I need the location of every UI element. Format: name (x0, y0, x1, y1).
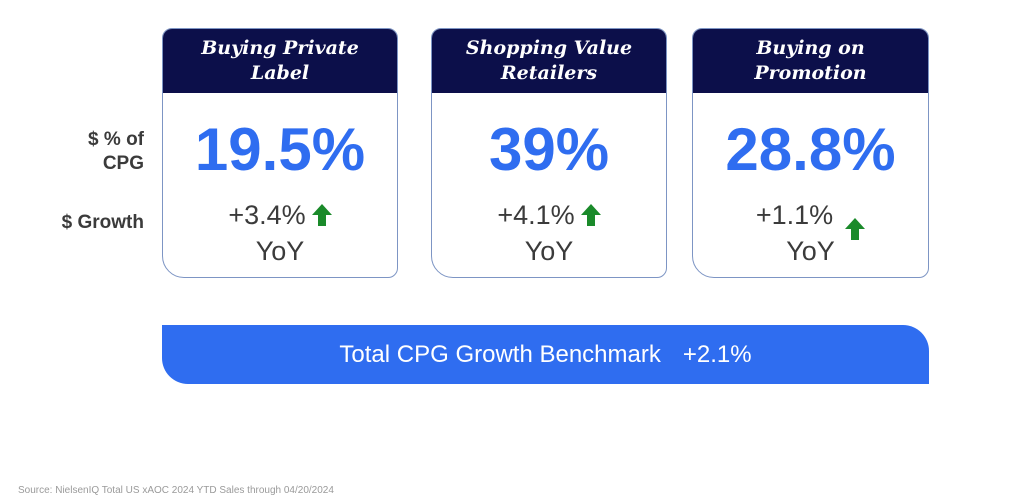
card-growth-value: +3.4% (228, 200, 306, 230)
card-growth-value: +4.1% (497, 200, 575, 230)
card-header: Shopping Value Retailers (432, 29, 666, 93)
card-private-label: Buying Private Label 19.5% +3.4% YoY (162, 28, 398, 278)
row-label-share: $ % of CPG (88, 128, 144, 176)
card-growth: +1.1% YoY (693, 198, 928, 268)
card-title-line2: Label (250, 62, 310, 84)
row-label-growth: $ Growth (61, 212, 144, 233)
card-share-value: 39% (488, 116, 610, 183)
card-growth-suffix: YoY (255, 235, 305, 266)
card-growth-value: +1.1% (755, 200, 834, 230)
arrow-up-icon (580, 200, 601, 234)
arrow-up-icon (311, 200, 332, 234)
card-growth-suffix: YoY (786, 235, 835, 266)
card-promotion: Buying on Promotion 28.8% +1.1% YoY (692, 28, 929, 278)
row-label-share-line1: $ % of (88, 129, 144, 150)
card-title-line1: Buying Private (201, 37, 359, 59)
card-title-line2: Retailers (500, 62, 598, 84)
benchmark-banner: Total CPG Growth Benchmark +2.1% (162, 325, 929, 384)
card-share-value: 19.5% (194, 116, 366, 183)
card-share-value: 28.8% (725, 116, 896, 183)
benchmark-label: Total CPG Growth Benchmark (339, 340, 661, 368)
arrow-up-icon (845, 214, 866, 248)
card-title-line1: Shopping Value (465, 37, 633, 59)
card-header: Buying Private Label (163, 29, 397, 93)
card-value-retailers: Shopping Value Retailers 39% +4.1% YoY (431, 28, 667, 278)
row-label-share-line2: CPG (102, 153, 144, 174)
card-growth: +4.1% YoY (432, 198, 666, 268)
benchmark-value: +2.1% (682, 340, 752, 368)
card-growth-suffix: YoY (524, 235, 574, 266)
source-note: Source: NielsenIQ Total US xAOC 2024 YTD… (18, 485, 334, 496)
card-title-line1: Buying on (756, 37, 865, 59)
card-title-line2: Promotion (754, 62, 867, 84)
card-growth: +3.4% YoY (163, 198, 397, 268)
card-header: Buying on Promotion (693, 29, 928, 93)
